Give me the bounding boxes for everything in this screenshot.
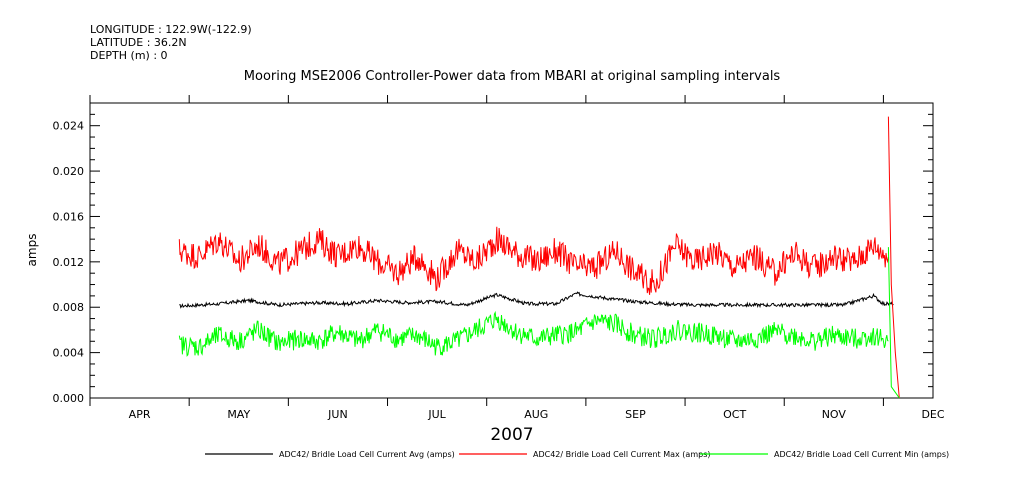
- legend-label: ADC42/ Bridle Load Cell Current Max (amp…: [533, 450, 711, 459]
- y-tick-label: 0.020: [53, 165, 85, 178]
- y-tick-label: 0.024: [53, 120, 85, 133]
- latitude-label: LATITUDE : 36.2N: [90, 36, 187, 49]
- y-tick-label: 0.008: [53, 301, 85, 314]
- x-tick-label: DEC: [921, 408, 944, 421]
- series-spike-min: [887, 247, 900, 399]
- y-axis-label: amps: [25, 234, 39, 267]
- x-tick-label: APR: [129, 408, 151, 421]
- y-ticks: 0.000 0.004 0.008 0.012 0.016 0.020 0.024: [53, 102, 933, 405]
- series-line-avg: [179, 291, 894, 309]
- x-tick-label: JUN: [327, 408, 348, 421]
- x-axis-label: 2007: [490, 425, 533, 445]
- depth-label: DEPTH (m) : 0: [90, 49, 168, 62]
- x-tick-label: JUL: [427, 408, 446, 421]
- series-spike-max: [887, 116, 900, 399]
- x-tick-label: MAY: [227, 408, 250, 421]
- y-tick-label: 0.000: [53, 392, 85, 405]
- longitude-label: LONGITUDE : 122.9W(-122.9): [90, 23, 252, 36]
- x-tick-label: AUG: [524, 408, 548, 421]
- legend: ADC42/ Bridle Load Cell Current Avg (amp…: [205, 450, 949, 459]
- y-tick-label: 0.016: [53, 210, 85, 223]
- x-tick-label: SEP: [625, 408, 646, 421]
- y-tick-label: 0.004: [53, 347, 85, 360]
- legend-label: ADC42/ Bridle Load Cell Current Min (amp…: [774, 450, 949, 459]
- x-tick-label: NOV: [822, 408, 847, 421]
- series-line-max: [178, 226, 889, 295]
- legend-label: ADC42/ Bridle Load Cell Current Avg (amp…: [279, 450, 455, 459]
- series-layer: [178, 116, 900, 399]
- x-ticks: APR MAY JUN JUL AUG SEP OCT NOV DEC: [89, 95, 945, 421]
- chart-title: Mooring MSE2006 Controller-Power data fr…: [244, 69, 781, 84]
- x-tick-label: OCT: [723, 408, 746, 421]
- y-tick-label: 0.012: [53, 256, 85, 269]
- series-line-min: [178, 310, 889, 357]
